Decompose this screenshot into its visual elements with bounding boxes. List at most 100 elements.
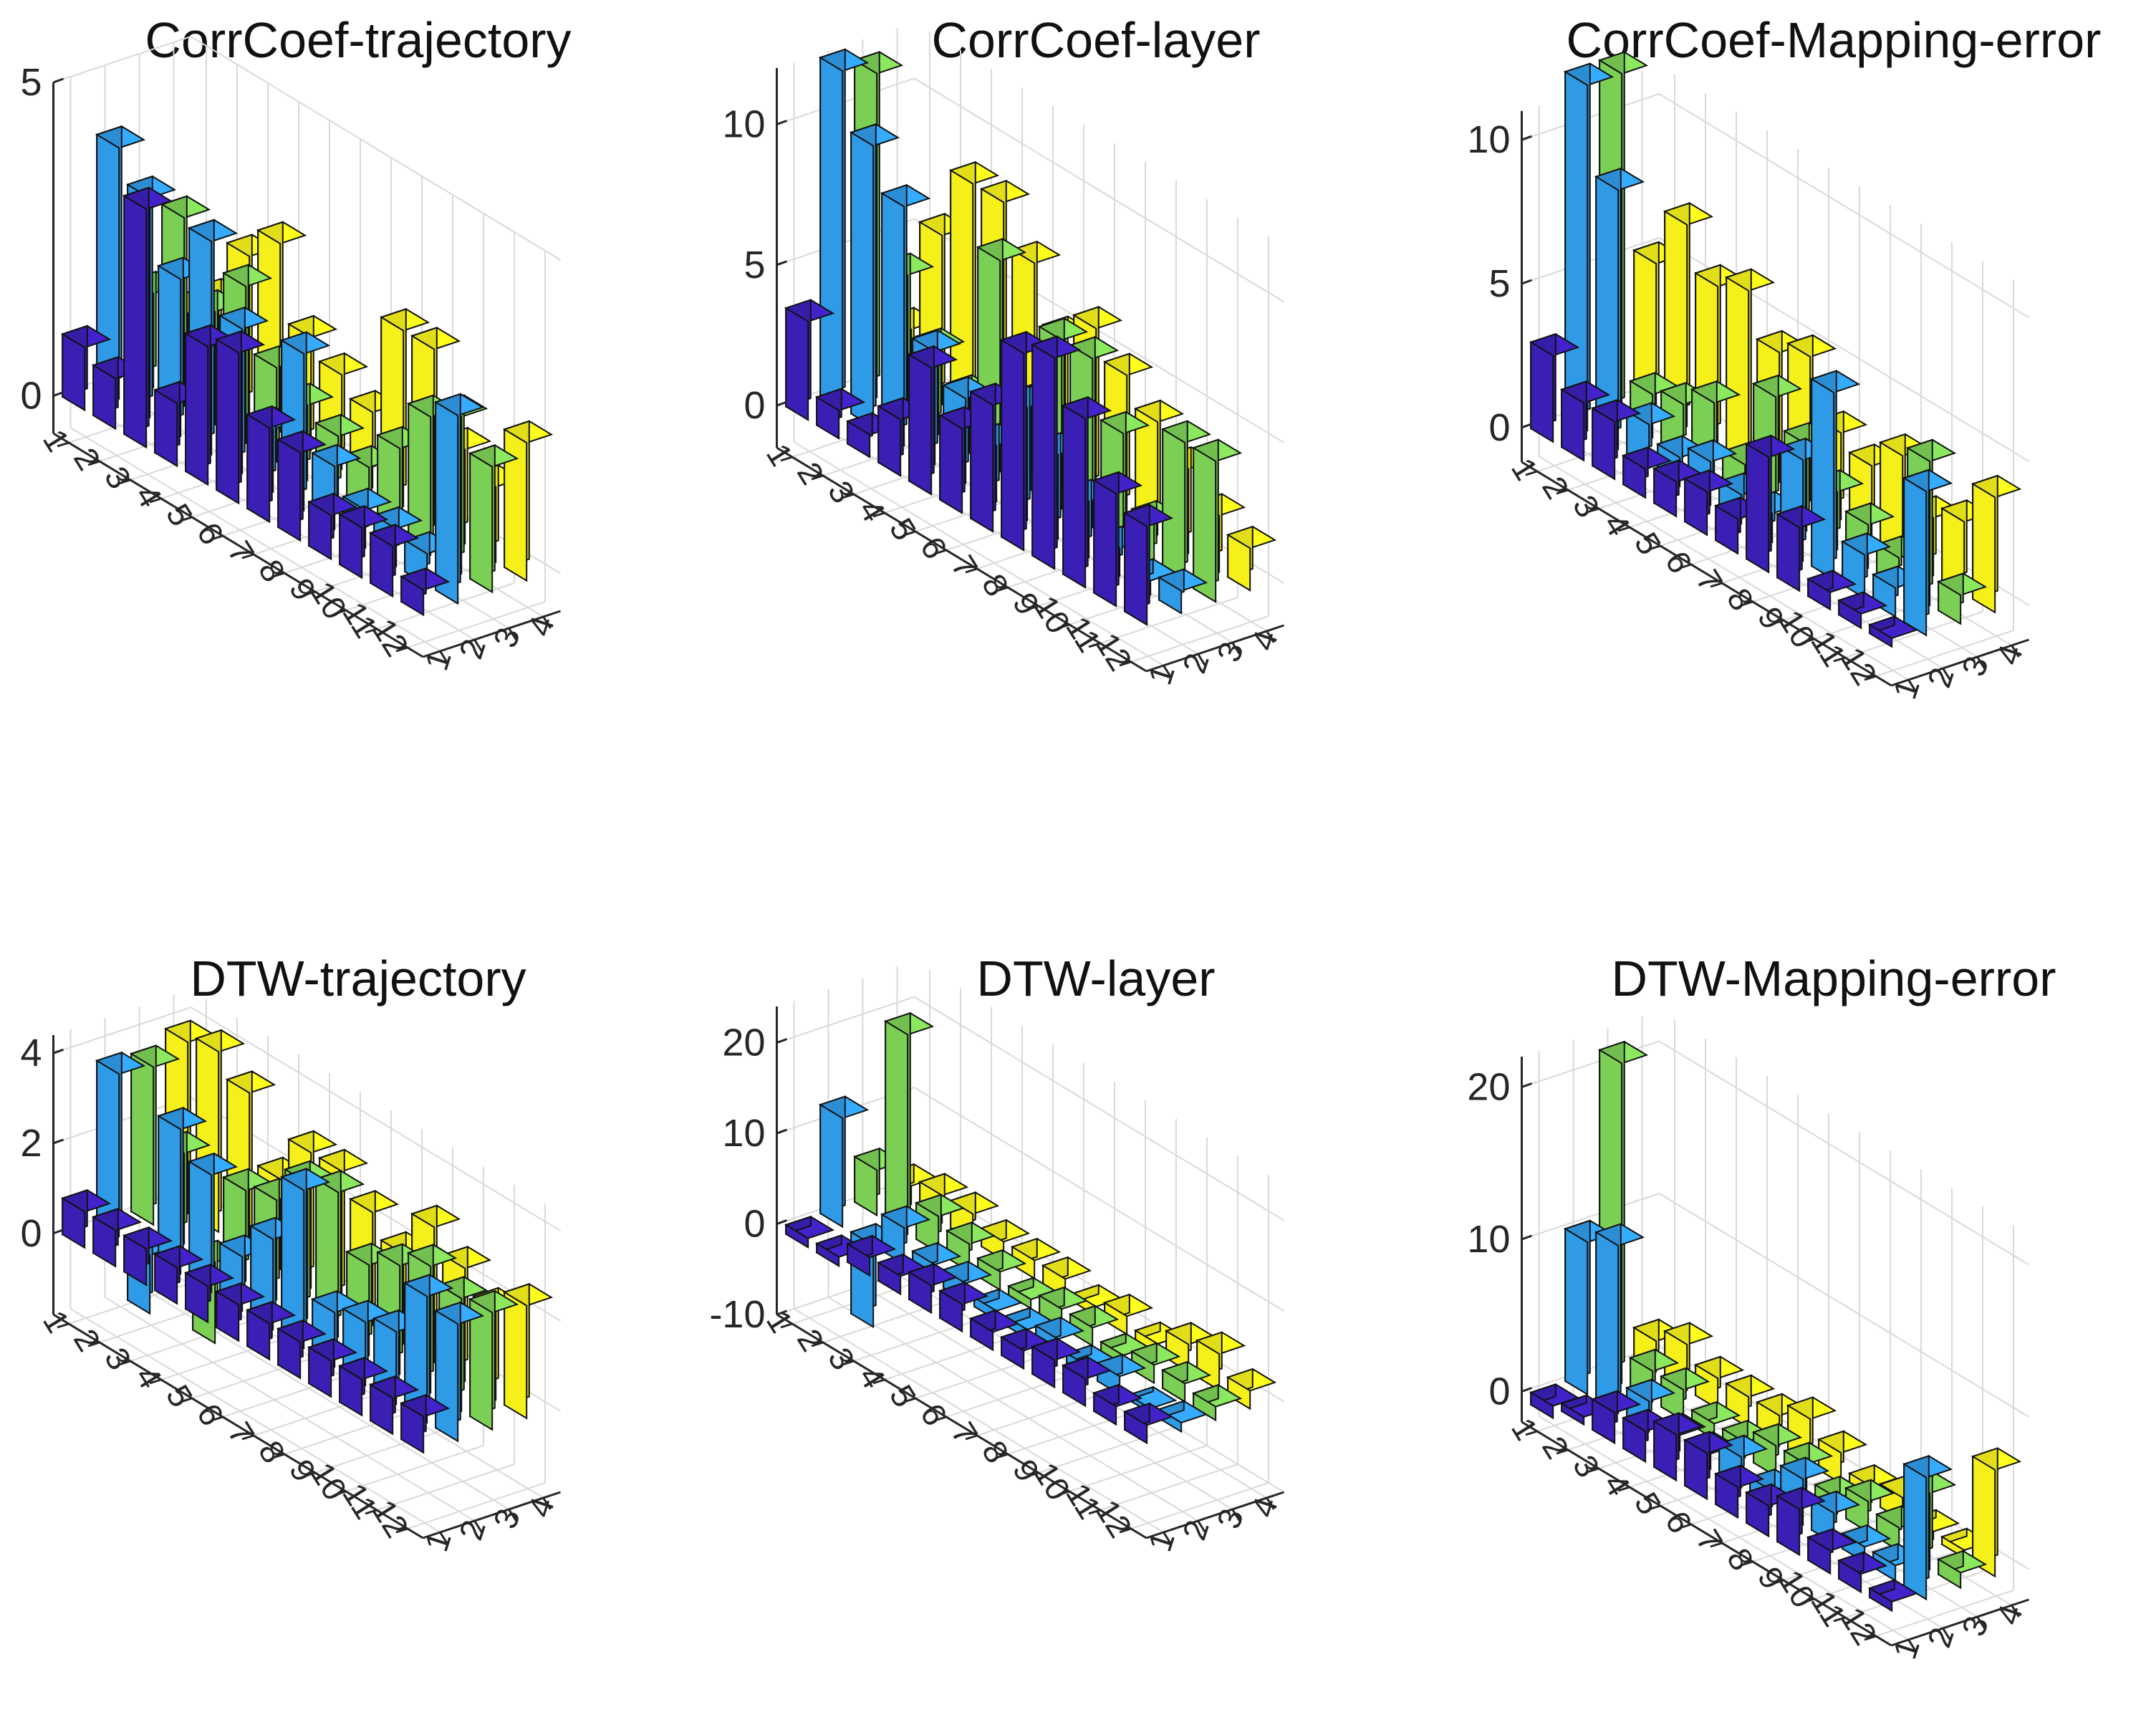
bar-series-1-x-4	[153, 1244, 204, 1305]
bar-series-3-x-12	[468, 1289, 519, 1431]
x-tick	[272, 572, 285, 578]
x-tick	[1525, 470, 1538, 476]
grid-line	[1038, 1426, 1177, 1474]
bar-series-1-x-3	[845, 412, 897, 458]
x-tick-label: 7	[944, 549, 986, 584]
x-tick	[842, 1360, 855, 1366]
bar-front	[816, 395, 840, 440]
y-tick	[473, 639, 483, 652]
x-tick	[1556, 489, 1569, 495]
x-tick-label: 2	[67, 1322, 108, 1357]
bar-front	[1715, 1472, 1739, 1519]
y-tick	[1266, 630, 1275, 643]
z-tick-label: 10	[722, 103, 765, 146]
z-tick-label: 5	[20, 61, 42, 104]
x-tick	[1119, 660, 1132, 667]
x-tick	[1648, 544, 1661, 551]
bar-series-1-x-2	[814, 388, 866, 440]
bar-front	[1595, 1231, 1620, 1415]
bar-front	[1561, 388, 1585, 462]
x-tick-label: 6	[913, 530, 955, 565]
x-tick	[811, 1341, 824, 1347]
grid-line	[1130, 615, 1269, 663]
x-tick	[395, 646, 408, 653]
x-tick	[211, 1416, 223, 1422]
bar-series-3-x-1	[852, 1147, 904, 1217]
bar-front	[435, 400, 459, 605]
x-tick	[149, 497, 162, 504]
bar-front	[277, 438, 302, 542]
bar-series-2-x-12	[433, 1301, 485, 1443]
x-tick	[1741, 600, 1753, 607]
x-tick	[903, 530, 916, 537]
bar-series-1-x-3	[845, 1234, 897, 1277]
x-tick-label: 8	[975, 567, 1016, 602]
x-tick	[934, 549, 947, 555]
x-tick	[149, 1378, 162, 1385]
grid-line	[793, 1308, 1165, 1533]
grid-line	[253, 1389, 392, 1436]
bar-front	[62, 332, 86, 412]
bar-front	[1001, 338, 1025, 552]
x-tick-label: 1	[36, 423, 77, 458]
bar-series-3-x-3	[1659, 1367, 1710, 1422]
bar-front	[885, 1019, 909, 1236]
bar-front	[216, 1290, 240, 1342]
bar-front	[1622, 454, 1647, 499]
bar-front	[1684, 1438, 1708, 1501]
bar-front	[1592, 1398, 1616, 1445]
z-tick-label: 0	[743, 1203, 765, 1246]
x-tick	[1119, 1527, 1132, 1534]
bars	[1529, 1040, 2022, 1613]
grid-line	[104, 1297, 476, 1522]
bar-series-4-x-12	[1970, 1447, 2022, 1578]
y-axis	[1146, 1491, 1284, 1539]
bar-series-1-x-7	[968, 1309, 1020, 1352]
bar-series-2-x-1	[1563, 62, 1614, 432]
z-tick-label: 5	[1488, 262, 1510, 305]
bar-series-4-x-11	[1940, 499, 1991, 595]
z-tick-label: 0	[1488, 1370, 1510, 1413]
x-tick	[87, 460, 100, 466]
bar-series-4-x-12	[502, 1283, 554, 1420]
bar-front	[435, 1309, 459, 1443]
bar-front	[1564, 1227, 1589, 1396]
bar-front	[1938, 580, 1962, 625]
x-tick-label: 4	[1597, 1467, 1638, 1502]
x-tick-label: 4	[852, 493, 893, 528]
z-tick-label: 20	[1467, 1066, 1510, 1109]
x-tick	[1026, 1471, 1039, 1478]
bar-series-1-x-9	[1775, 1486, 1827, 1557]
bar-series-1-x-9	[307, 492, 358, 561]
bar-front	[154, 388, 178, 468]
bar-series-1-x-7	[1713, 496, 1765, 555]
x-tick	[965, 567, 978, 574]
z-tick-label: -10	[709, 1293, 765, 1336]
bar-series-4-x-12	[1226, 1368, 1277, 1410]
bar-series-4-x-7	[1816, 1430, 1868, 1485]
bar-front	[1193, 1392, 1217, 1422]
y-tick	[542, 1497, 552, 1510]
grid-line	[1521, 1192, 2030, 1418]
bar-series-1-x-3	[1590, 399, 1642, 481]
grid-line	[69, 427, 441, 652]
bar-front	[92, 1216, 117, 1268]
z-tick-label: 0	[743, 384, 765, 427]
bar-series-3-x-4	[945, 1221, 996, 1273]
grid-line	[862, 1285, 1233, 1510]
bar-front	[246, 413, 271, 524]
z-tick	[1521, 423, 1533, 429]
bar-series-1-x-9	[1030, 335, 1082, 570]
bar-series-1-x-5	[183, 1263, 235, 1324]
grid-line	[345, 1445, 484, 1492]
x-tick	[180, 1397, 193, 1403]
x-tick-label: 6	[1658, 1504, 1700, 1539]
y-axis	[1146, 624, 1284, 673]
bar-series-1-x-5	[907, 345, 958, 496]
bar-series-2-x-1	[818, 1095, 870, 1229]
bar-series-1-x-9	[307, 1337, 358, 1398]
x-tick-label: 3	[97, 1341, 139, 1376]
x-tick	[1617, 1486, 1630, 1492]
grid-line	[222, 1370, 361, 1418]
x-tick	[334, 609, 347, 615]
